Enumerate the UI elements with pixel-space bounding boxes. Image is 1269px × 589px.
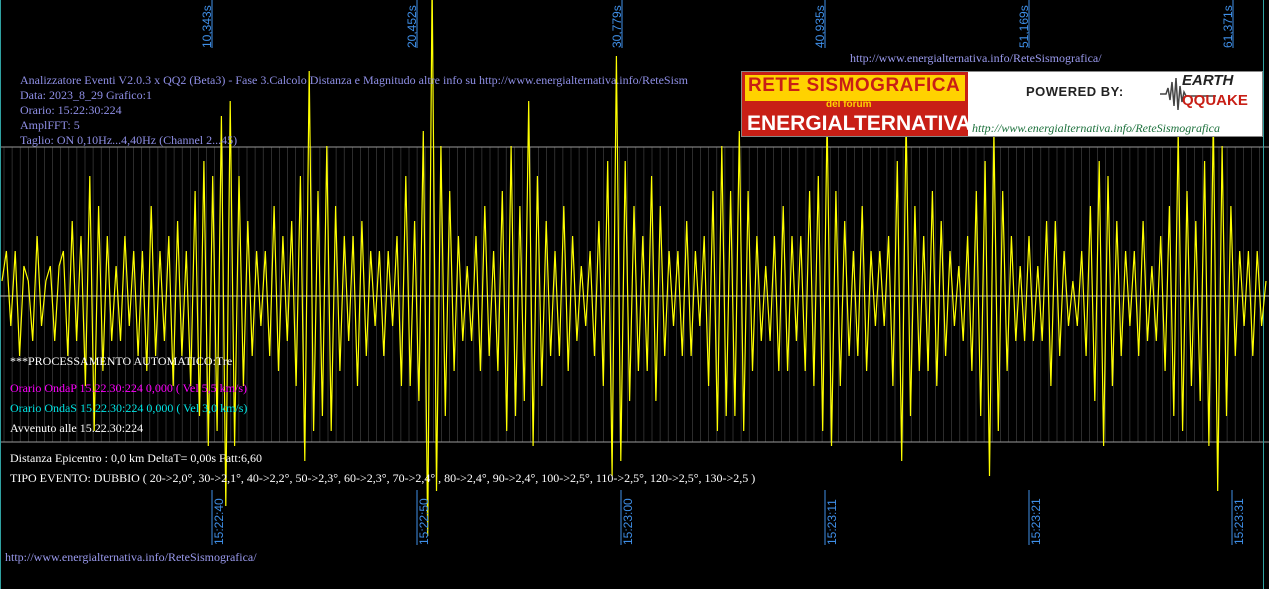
x-tick-label-time: 15:23:31 xyxy=(1232,498,1246,545)
onda-p-time: Orario OndaP 15.22.30:224 0,000 ( Vel 5,… xyxy=(10,381,247,395)
logo-title: RETE SISMOGRAFICA xyxy=(748,75,961,96)
x-tick-label-seconds: 30,779s xyxy=(610,5,624,48)
seismic-signal-line xyxy=(1,0,1267,537)
x-tick-label-seconds: 20,452s xyxy=(405,5,419,48)
logo-subtitle: del forum xyxy=(826,99,872,110)
header-line-1: Analizzatore Eventi V2.0.3 x QQ2 (Beta3)… xyxy=(20,73,688,87)
x-tick-label-seconds: 10,343s xyxy=(200,5,214,48)
x-tick-label-seconds: 61,371s xyxy=(1221,5,1235,48)
logo-powered-by: POWERED BY: xyxy=(1026,84,1124,99)
logo-url: http://www.energialternativa.info/ReteSi… xyxy=(972,121,1220,135)
tipo-evento: TIPO EVENTO: DUBBIO ( 20->2,0°, 30->2,1°… xyxy=(10,471,756,485)
logo-quake: QQUAKE xyxy=(1182,92,1248,109)
header-line-2: Data: 2023_8_29 Grafico:1 xyxy=(20,88,152,102)
seismo-wave-icon xyxy=(1160,77,1216,111)
x-tick-label-seconds: 40,935s xyxy=(813,5,827,48)
x-tick-label-time: 15:22:40 xyxy=(212,498,226,545)
x-tick-label-time: 15:23:11 xyxy=(825,499,839,545)
x-axis-seconds: 10,343s 20,452s 30,779s 40,935s 51,169s 61,37… xyxy=(200,0,1235,48)
x-tick-label-seconds: 51,169s xyxy=(1017,5,1031,48)
x-tick-label-time: 15:22:50 xyxy=(417,498,431,545)
header-line-3: Orario: 15:22:30:224 xyxy=(20,103,122,117)
logo-name: ENERGIALTERNATIVA xyxy=(747,112,971,135)
distanza-epicentro: Distanza Epicentro : 0,0 km DeltaT= 0,00… xyxy=(10,451,263,465)
processing-auto: ***PROCESSAMENTO AUTOMATICO:Tre xyxy=(10,354,233,368)
top-url-link[interactable]: http://www.energialternativa.info/ReteSi… xyxy=(850,51,1102,65)
bottom-url-link[interactable]: http://www.energialternativa.info/ReteSi… xyxy=(5,550,257,564)
x-tick-label-time: 15:23:00 xyxy=(621,498,635,545)
x-tick-label-time: 15:23:21 xyxy=(1029,498,1043,545)
logo-yellow-band xyxy=(745,75,965,101)
rete-sismografica-logo[interactable]: RETE SISMOGRAFICA del forum ENERGIALTERN… xyxy=(741,71,1263,137)
header-line-4: AmplFFT: 5 xyxy=(20,118,80,132)
avvenuto-time: Avvenuto alle 15.22.30:224 xyxy=(10,421,144,435)
onda-s-time: Orario OndaS 15.22.30:224 0,000 ( Vel 3,… xyxy=(10,401,248,415)
logo-earth: EARTH xyxy=(1182,72,1234,89)
header-line-5: Taglio: ON 0,10Hz...4,40Hz (Channel 2...… xyxy=(20,133,238,147)
x-axis-time: 15:22:40 15:22:50 15:23:00 15:23:11 15:23:21… xyxy=(211,490,1246,545)
